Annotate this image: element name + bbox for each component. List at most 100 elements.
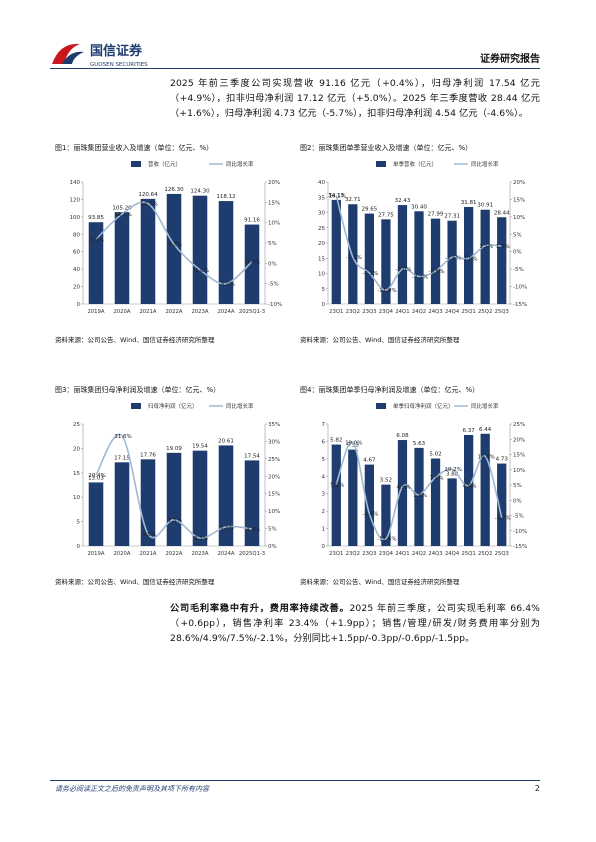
- data-label: 118.12: [216, 194, 235, 200]
- data-label: 13.03: [88, 475, 104, 481]
- bar: [166, 452, 182, 546]
- data-label: 93.85: [88, 215, 104, 221]
- x-tick-label: 2023A: [191, 551, 208, 557]
- data-label: 5.53: [347, 443, 360, 449]
- chart-title: 图3：丽珠集团归母净利润及增速（单位：亿元、%）: [55, 386, 221, 394]
- x-tick-label: 23Q3: [362, 551, 376, 557]
- y2-tick-label: 20%: [268, 180, 280, 186]
- y-tick-label: 120: [70, 197, 81, 203]
- y2-tick-label: -10%: [513, 529, 527, 535]
- data-label: -11.0%: [377, 288, 396, 294]
- x-tick-label: 23Q2: [346, 309, 360, 315]
- chart: 0 5 10 15 20 25 30 35 40 -15% -10% -5% 0% 5% 10% 15% 20%…: [318, 160, 527, 315]
- x-tick-label: 2024A: [217, 309, 234, 315]
- x-tick-label: 25Q3: [495, 551, 509, 557]
- y2-tick-label: 15%: [513, 453, 525, 459]
- data-label: 6.08: [396, 433, 409, 439]
- y2-tick-label: 20%: [513, 180, 525, 186]
- x-tick-label: 24Q2: [412, 309, 426, 315]
- bar: [192, 450, 208, 546]
- data-label: 32.71: [345, 197, 361, 203]
- y-tick-label: 20: [318, 241, 325, 247]
- data-label: 27.31: [444, 214, 460, 220]
- x-tick-label: 25Q2: [478, 551, 492, 557]
- data-label: 4.5%: [396, 485, 410, 491]
- x-tick-label: 25Q2: [478, 309, 492, 315]
- legend-swatch: [376, 403, 386, 409]
- data-label: 17.54: [244, 453, 260, 459]
- x-tick-label: 2022A: [165, 551, 182, 557]
- y-tick-label: 25: [318, 226, 325, 232]
- y2-tick-label: 0%: [513, 498, 522, 504]
- logo: 国信证券 GUOSEN SECURITIES: [52, 43, 148, 68]
- y-tick-label: 0: [77, 544, 81, 550]
- data-label: 28.44: [494, 210, 510, 216]
- data-label: 2.3%: [194, 536, 208, 542]
- y-tick-label: 40: [73, 267, 80, 273]
- y2-tick-label: 0%: [268, 544, 277, 550]
- y2-tick-label: -15%: [513, 544, 527, 550]
- bar: [430, 458, 441, 546]
- data-label: 7.5%: [430, 475, 444, 481]
- y-tick-label: 10: [318, 272, 325, 278]
- bar: [497, 463, 507, 546]
- y-tick-label: 140: [70, 180, 81, 186]
- data-label: 5.2%: [330, 482, 344, 488]
- bar: [331, 199, 341, 304]
- data-label: 3.88: [446, 471, 459, 477]
- data-label: 10.2%: [444, 467, 461, 473]
- bar: [88, 222, 104, 304]
- y2-tick-label: 15%: [513, 197, 525, 203]
- data-label: -4.4%: [362, 512, 378, 518]
- y-tick-label: 7: [322, 422, 326, 428]
- y-tick-label: 10: [73, 495, 80, 501]
- bar: [364, 213, 374, 304]
- footer-rule: [50, 780, 540, 781]
- y-tick-label: 0: [322, 544, 326, 550]
- data-label: -1.9%: [462, 256, 478, 262]
- data-label: 27.99: [428, 212, 444, 218]
- y2-tick-label: 10%: [513, 215, 525, 221]
- data-label: 4.67: [363, 458, 376, 464]
- y-tick-label: 5: [322, 457, 326, 463]
- y-tick-label: 80: [73, 232, 80, 238]
- data-label: 17.76: [140, 452, 156, 458]
- bar: [397, 205, 408, 304]
- x-tick-label: 24Q1: [395, 551, 409, 557]
- chart-source: 资料来源：公司公告、Wind、国信证券经济研究所整理: [55, 578, 215, 586]
- x-tick-label: 23Q2: [346, 551, 360, 557]
- x-tick-label: 2023A: [191, 309, 208, 315]
- data-label: -1.6%: [445, 255, 461, 261]
- bar: [364, 464, 374, 546]
- bar: [464, 206, 474, 304]
- x-tick-label: 2022A: [165, 309, 182, 315]
- bar: [218, 201, 234, 304]
- data-label: -12.6%: [377, 537, 396, 543]
- data-label: 5.02: [429, 452, 441, 458]
- y2-tick-label: 25%: [268, 457, 280, 463]
- bar: [114, 212, 130, 304]
- x-tick-label: 24Q3: [428, 309, 442, 315]
- x-tick-label: 2019A: [87, 309, 104, 315]
- y2-tick-label: 5%: [513, 232, 522, 238]
- data-label: 0.4%: [246, 260, 260, 266]
- y-tick-label: 100: [70, 215, 81, 221]
- x-tick-label: 23Q3: [362, 309, 376, 315]
- data-label: 19.0%: [345, 440, 362, 446]
- data-label: 5.9%: [90, 237, 104, 243]
- y2-tick-label: 25%: [513, 422, 525, 428]
- x-tick-label: 2020A: [113, 551, 130, 557]
- y-tick-label: 35: [318, 195, 325, 201]
- y-tick-label: 20: [73, 285, 80, 291]
- y-tick-label: 6: [322, 439, 326, 445]
- data-label: 16.1%: [329, 194, 346, 200]
- legend-label: 单季归母净利润（亿元）: [393, 402, 454, 410]
- paragraph: 2025 年前三季度公司实现营收 91.16 亿元（+0.4%），归母净利润 1…: [170, 78, 540, 119]
- y2-tick-label: 10%: [268, 509, 280, 515]
- y-tick-label: 5: [77, 520, 81, 526]
- chart-title: 图1：丽珠集团营业收入及增速（单位：亿元、%）: [55, 144, 214, 152]
- y-tick-label: 15: [318, 256, 325, 262]
- y-tick-label: 15: [73, 471, 80, 477]
- y2-tick-label: 0%: [513, 250, 522, 256]
- y-tick-label: 60: [73, 250, 80, 256]
